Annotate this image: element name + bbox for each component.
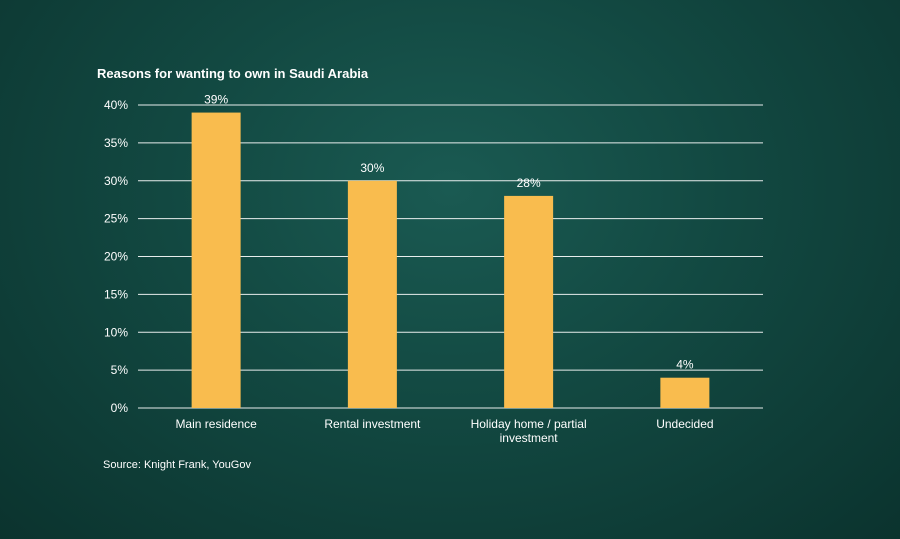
- y-tick-label: 40%: [104, 98, 128, 112]
- bar: [191, 112, 241, 408]
- bar: [504, 195, 554, 408]
- source-note: Source: Knight Frank, YouGov: [103, 459, 251, 471]
- x-category-label: Undecided: [656, 417, 713, 431]
- bars: [191, 112, 710, 408]
- y-tick-label: 20%: [104, 250, 128, 264]
- y-tick-label: 25%: [104, 212, 128, 226]
- y-axis-ticks: 0% 5% 10% 15% 20% 25% 30% 35% 40%: [104, 98, 128, 415]
- x-category-label: Holiday home / partial investment: [471, 417, 587, 445]
- y-tick-label: 0%: [111, 401, 129, 415]
- bar-value-label: 39%: [204, 93, 228, 107]
- y-tick-label: 5%: [111, 363, 129, 377]
- bar-value-label: 30%: [360, 161, 384, 175]
- bar-value-label: 4%: [676, 358, 694, 372]
- data-labels: 39% 30% 28% 4%: [204, 93, 694, 372]
- y-tick-label: 10%: [104, 325, 128, 339]
- x-category-label: Rental investment: [324, 417, 421, 431]
- y-tick-label: 35%: [104, 136, 128, 150]
- gridlines: [138, 104, 763, 409]
- bar: [660, 377, 710, 408]
- y-tick-label: 15%: [104, 287, 128, 301]
- x-axis-categories: Main residence Rental investment Holiday h…: [175, 417, 713, 445]
- chart-title: Reasons for wanting to own in Saudi Arab…: [97, 66, 369, 81]
- x-category-label: Main residence: [175, 417, 257, 431]
- bar: [347, 180, 397, 408]
- bar-value-label: 28%: [517, 176, 541, 190]
- y-tick-label: 30%: [104, 174, 128, 188]
